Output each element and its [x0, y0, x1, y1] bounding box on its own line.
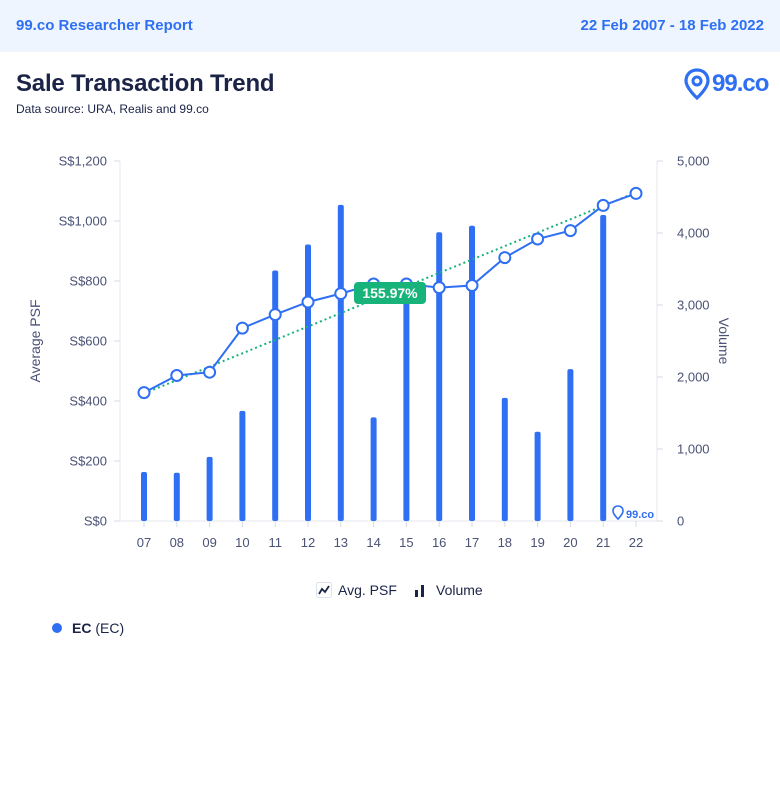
sale-transaction-chart: S$0 S$200 S$400 S$600 S$800 S$1,000 S$1,200 0 1,…	[27, 154, 732, 551]
y2-tick-label: 1,000	[677, 442, 710, 457]
x-tick-label: 11	[268, 535, 282, 550]
legend-psf-label: Avg. PSF	[338, 582, 397, 598]
avg-psf-point	[268, 308, 282, 322]
avg-psf-point	[465, 279, 479, 292]
series-key-name: EC	[72, 620, 92, 636]
avg-psf-point	[203, 365, 217, 379]
x-tick-label: 22	[629, 535, 643, 550]
series-key: EC (EC)	[52, 620, 124, 636]
y2-tick-label: 4,000	[677, 226, 710, 241]
x-tick-label: 13	[334, 535, 348, 550]
report-date-range: 22 Feb 2007 - 18 Feb 2022	[580, 17, 764, 34]
volume-bar	[469, 225, 475, 522]
growth-badge	[354, 282, 426, 304]
y-tick-label: S$1,000	[59, 214, 107, 229]
avg-psf-point	[629, 186, 643, 200]
avg-psf-point	[531, 232, 545, 246]
y2-tick-label: 0	[677, 514, 684, 529]
y-tick-label: S$200	[69, 454, 107, 469]
volume-bar	[173, 472, 180, 521]
volume-bar	[272, 270, 279, 521]
x-tick-label: 10	[235, 535, 249, 550]
volume-bar	[305, 244, 311, 521]
legend-item-psf[interactable]: Avg. PSF	[316, 582, 397, 598]
legend-item-volume[interactable]: Volume	[412, 582, 483, 598]
avg-psf-point	[563, 224, 577, 238]
avg-psf-point	[432, 281, 446, 295]
avg-psf-point	[334, 287, 348, 301]
y2-tick-label: 3,000	[677, 298, 710, 313]
brand-logo: 99.co	[684, 67, 769, 101]
chart-legend: Avg. PSF Volume	[0, 580, 780, 602]
series-key-suffix: (EC)	[95, 620, 125, 636]
avg-psf-point	[596, 198, 610, 212]
line-chart-icon	[316, 582, 332, 598]
x-tick-label: 15	[399, 535, 413, 550]
chart-watermark: 99.co	[626, 509, 654, 521]
x-tick-label: 19	[530, 535, 544, 550]
y-tick-label: S$0	[84, 514, 107, 529]
report-header-bar: 99.co Researcher Report 22 Feb 2007 - 18…	[0, 0, 780, 52]
legend-volume-label: Volume	[436, 582, 483, 598]
y-axis-label: Average PSF	[27, 299, 43, 382]
brand-name: 99.co	[712, 70, 769, 97]
y-tick-label: S$600	[69, 334, 107, 349]
y2-axis-label: Volume	[716, 318, 732, 365]
x-tick-label: 16	[432, 535, 446, 550]
growth-badge-label: 155.97%	[362, 285, 418, 301]
page-title: Sale Transaction Trend	[16, 70, 275, 97]
volume-bar	[239, 410, 246, 521]
y2-tick-label: 2,000	[677, 370, 710, 385]
volume-bar	[141, 472, 147, 521]
avg-psf-point	[301, 295, 315, 309]
x-tick-label: 20	[563, 535, 577, 550]
report-title: 99.co Researcher Report	[16, 17, 193, 34]
volume-bar	[600, 215, 607, 521]
avg-psf-point	[235, 321, 249, 335]
volume-bar	[337, 204, 344, 522]
avg-psf-point	[170, 369, 184, 382]
y-tick-label: S$800	[69, 274, 107, 289]
x-tick-label: 07	[137, 535, 151, 550]
x-tick-label: 14	[366, 535, 380, 550]
y-tick-label: S$1,200	[59, 154, 107, 169]
bar-chart-icon	[415, 585, 424, 597]
volume-bar	[370, 417, 377, 521]
x-tick-label: 08	[170, 535, 184, 550]
volume-bar	[436, 232, 443, 521]
volume-bar	[206, 456, 213, 521]
volume-bar	[534, 431, 541, 521]
y2-tick-label: 5,000	[677, 154, 710, 169]
avg-psf-point	[137, 386, 151, 400]
volume-bar	[567, 369, 574, 521]
x-tick-label: 18	[498, 535, 512, 550]
avg-psf-point	[498, 251, 512, 265]
x-tick-label: 09	[202, 535, 216, 550]
volume-bar	[501, 397, 508, 521]
series-color-dot	[52, 623, 62, 633]
x-tick-label: 17	[465, 535, 479, 550]
volume-bar	[403, 282, 410, 521]
x-tick-label: 12	[301, 535, 315, 550]
page-subtitle: Data source: URA, Realis and 99.co	[16, 102, 209, 116]
x-tick-label: 21	[596, 535, 610, 550]
y-tick-label: S$400	[69, 394, 107, 409]
watermark-pin-icon	[612, 505, 624, 521]
location-pin-icon	[684, 68, 710, 100]
